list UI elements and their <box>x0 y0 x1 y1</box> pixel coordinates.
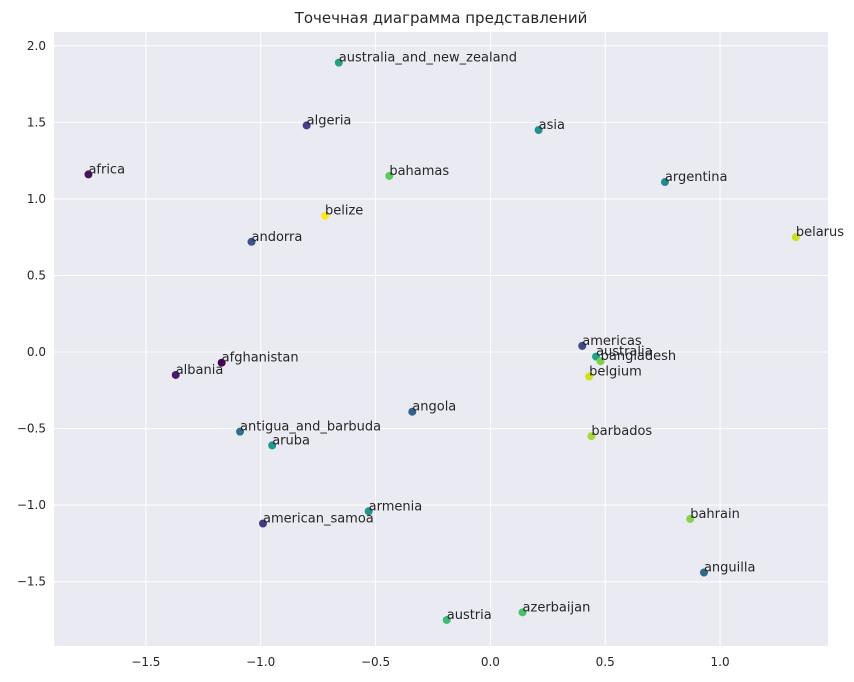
x-tick-label: 1.0 <box>711 655 730 669</box>
point-label-asia: asia <box>539 118 565 133</box>
x-axis-ticks: −1.5 −1.0 −0.5 0.0 0.5 1.0 <box>131 655 729 669</box>
data-point-bahrain <box>686 514 695 523</box>
point-label-africa: africa <box>88 162 125 177</box>
data-point-americas <box>578 341 587 350</box>
point-label-austria: austria <box>447 608 492 623</box>
point-label-albania: albania <box>176 363 224 378</box>
x-tick-label: −0.5 <box>361 655 390 669</box>
data-point-anguilla <box>699 568 708 577</box>
data-point-argentina <box>660 178 669 187</box>
data-point-andorra <box>247 237 256 246</box>
point-label-belgium: belgium <box>589 365 642 380</box>
y-tick-label: 0.5 <box>27 268 46 282</box>
data-point-aruba <box>268 441 277 450</box>
point-label-afghanistan: afghanistan <box>222 351 299 366</box>
data-point-belize <box>321 211 330 220</box>
point-label-americas: americas <box>582 334 642 349</box>
data-point-algeria <box>302 121 311 130</box>
x-tick-label: 0.0 <box>481 655 500 669</box>
x-tick-label: 0.5 <box>596 655 615 669</box>
data-point-africa <box>84 170 93 179</box>
y-tick-label: −1.5 <box>17 575 46 589</box>
point-label-bahrain: bahrain <box>690 507 740 522</box>
data-point-bangladesh <box>596 357 605 366</box>
point-label-american_samoa: american_samoa <box>263 512 374 527</box>
data-point-australia_and_new_zealand <box>334 58 343 67</box>
point-label-armenia: armenia <box>369 499 423 514</box>
y-tick-label: 2.0 <box>27 39 46 53</box>
point-label-belarus: belarus <box>796 225 844 240</box>
data-point-austria <box>442 615 451 624</box>
point-label-barbados: barbados <box>591 424 652 439</box>
point-label-argentina: argentina <box>665 170 728 185</box>
x-tick-label: −1.5 <box>131 655 160 669</box>
plot-area <box>54 32 828 646</box>
data-point-albania <box>171 370 180 379</box>
point-label-antigua_and_barbuda: antigua_and_barbuda <box>240 420 381 435</box>
point-label-australia_and_new_zealand: australia_and_new_zealand <box>339 51 517 66</box>
point-label-belize: belize <box>325 204 363 219</box>
data-point-barbados <box>587 432 596 441</box>
y-tick-label: 1.0 <box>27 192 46 206</box>
data-point-belgium <box>585 372 594 381</box>
data-point-belarus <box>791 233 800 242</box>
y-axis-ticks: −1.5 −1.0 −0.5 0.0 0.5 1.0 1.5 2.0 <box>17 39 46 589</box>
y-tick-label: 1.5 <box>27 115 46 129</box>
data-point-antigua_and_barbuda <box>236 427 245 436</box>
chart-title: Точечная диаграмма представлений <box>294 9 588 27</box>
data-point-american_samoa <box>259 519 268 528</box>
y-tick-label: −1.0 <box>17 498 46 512</box>
data-point-asia <box>534 125 543 134</box>
data-point-azerbaijan <box>518 608 527 617</box>
point-label-anguilla: anguilla <box>704 561 756 576</box>
point-label-australia: australia <box>596 345 653 360</box>
data-point-angola <box>408 407 417 416</box>
point-label-andorra: andorra <box>252 230 303 245</box>
y-tick-label: 0.0 <box>27 345 46 359</box>
grid-lines <box>54 32 828 646</box>
point-label-bahamas: bahamas <box>389 164 449 179</box>
x-tick-label: −1.0 <box>246 655 275 669</box>
point-label-azerbaijan: azerbaijan <box>523 600 591 615</box>
point-label-algeria: algeria <box>307 113 352 128</box>
y-tick-label: −0.5 <box>17 422 46 436</box>
point-label-bangladesh: bangladesh <box>601 349 677 364</box>
data-point-afghanistan <box>217 358 226 367</box>
data-points <box>84 58 800 624</box>
data-point-armenia <box>364 507 373 516</box>
data-point-bahamas <box>385 171 394 180</box>
point-label-aruba: aruba <box>272 433 310 448</box>
point-label-angola: angola <box>412 400 456 415</box>
